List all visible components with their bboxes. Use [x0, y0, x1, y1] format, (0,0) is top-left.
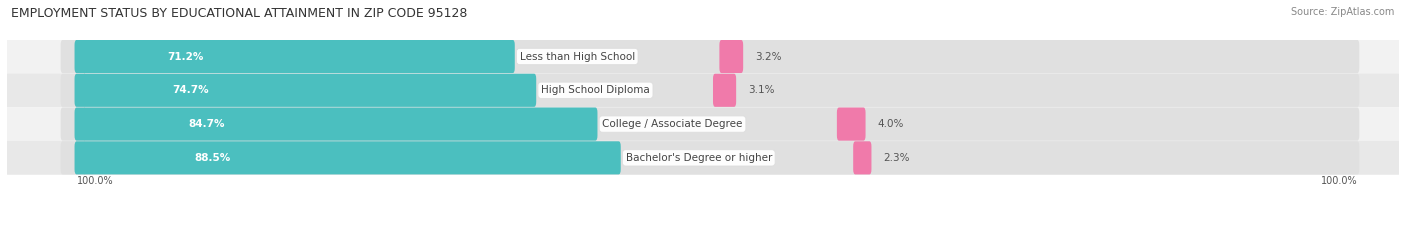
- Text: 71.2%: 71.2%: [167, 51, 204, 62]
- Text: 3.2%: 3.2%: [755, 51, 782, 62]
- FancyBboxPatch shape: [7, 40, 1399, 73]
- FancyBboxPatch shape: [7, 141, 1399, 175]
- Text: 3.1%: 3.1%: [748, 85, 775, 95]
- FancyBboxPatch shape: [853, 141, 872, 175]
- Text: High School Diploma: High School Diploma: [541, 85, 650, 95]
- FancyBboxPatch shape: [60, 40, 1360, 73]
- FancyBboxPatch shape: [837, 107, 866, 141]
- Text: 4.0%: 4.0%: [877, 119, 904, 129]
- FancyBboxPatch shape: [713, 74, 737, 107]
- FancyBboxPatch shape: [720, 40, 744, 73]
- Text: 74.7%: 74.7%: [173, 85, 209, 95]
- FancyBboxPatch shape: [7, 107, 1399, 141]
- Text: Less than High School: Less than High School: [520, 51, 636, 62]
- FancyBboxPatch shape: [60, 74, 1360, 107]
- Text: Bachelor's Degree or higher: Bachelor's Degree or higher: [626, 153, 772, 163]
- Text: College / Associate Degree: College / Associate Degree: [602, 119, 742, 129]
- Text: EMPLOYMENT STATUS BY EDUCATIONAL ATTAINMENT IN ZIP CODE 95128: EMPLOYMENT STATUS BY EDUCATIONAL ATTAINM…: [11, 7, 468, 20]
- Text: 100.0%: 100.0%: [77, 176, 114, 186]
- FancyBboxPatch shape: [75, 107, 598, 141]
- FancyBboxPatch shape: [75, 74, 536, 107]
- FancyBboxPatch shape: [75, 40, 515, 73]
- FancyBboxPatch shape: [7, 73, 1399, 107]
- Text: 88.5%: 88.5%: [194, 153, 231, 163]
- FancyBboxPatch shape: [60, 107, 1360, 141]
- Text: 84.7%: 84.7%: [188, 119, 225, 129]
- FancyBboxPatch shape: [60, 141, 1360, 175]
- Text: 2.3%: 2.3%: [883, 153, 910, 163]
- FancyBboxPatch shape: [75, 141, 620, 175]
- Text: 100.0%: 100.0%: [1320, 176, 1357, 186]
- Text: Source: ZipAtlas.com: Source: ZipAtlas.com: [1291, 7, 1395, 17]
